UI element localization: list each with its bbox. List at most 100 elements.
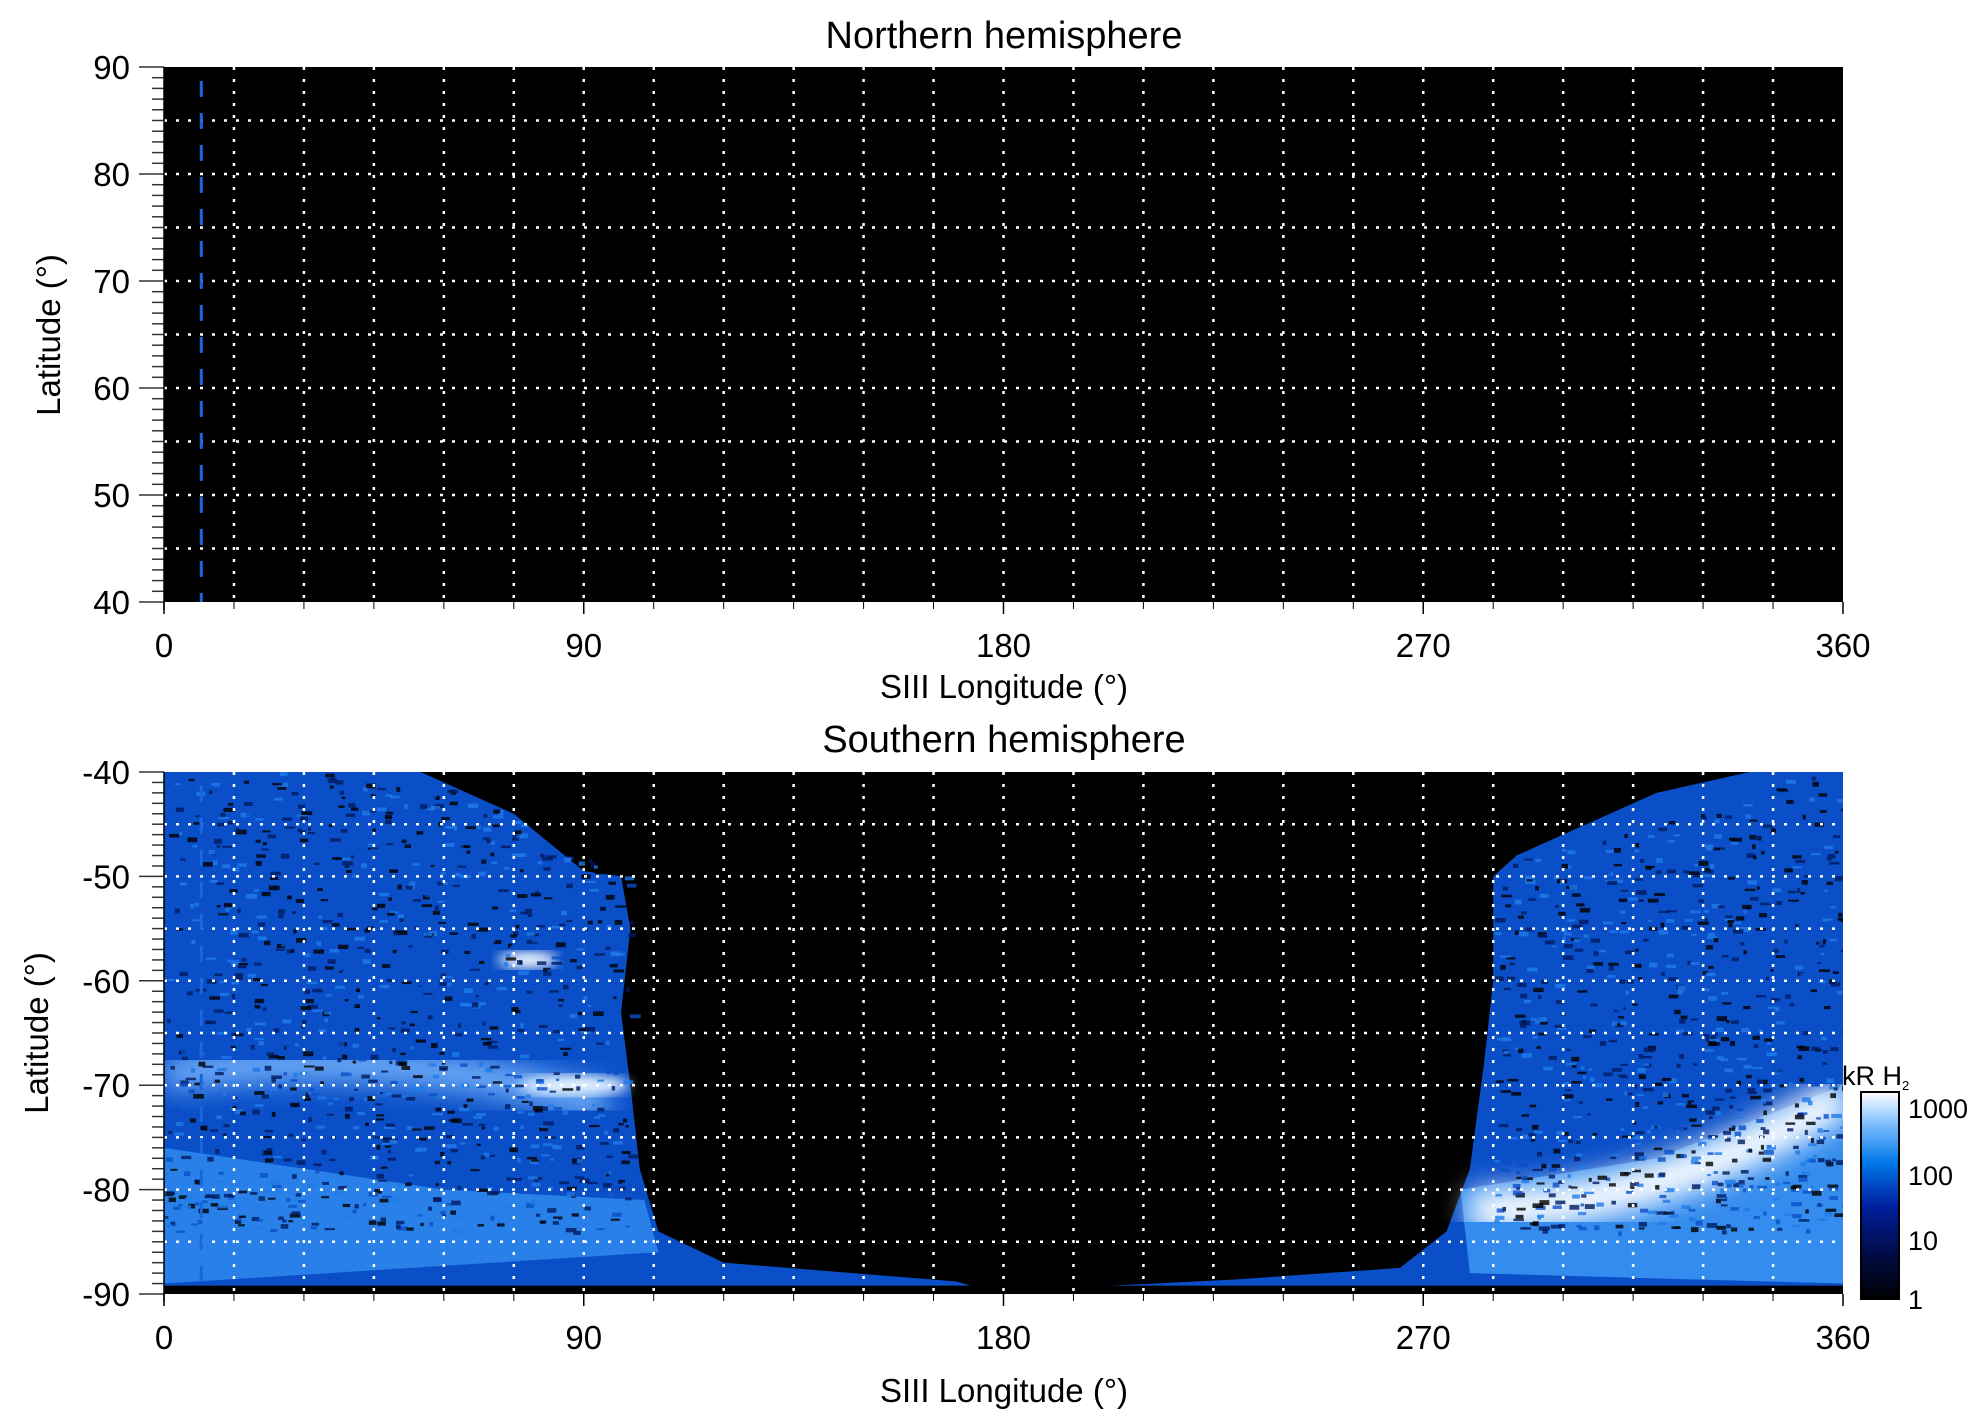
speckle xyxy=(291,791,299,796)
y-tick-label: -60 xyxy=(82,963,130,1000)
speckle xyxy=(211,782,221,787)
speckle xyxy=(1743,910,1747,914)
speckle xyxy=(1532,1203,1544,1208)
y-tick-label: 50 xyxy=(93,477,130,514)
speckle xyxy=(547,968,559,972)
speckle xyxy=(269,1181,281,1185)
speckle xyxy=(606,1174,610,1177)
speckle xyxy=(1621,1110,1629,1114)
speckle xyxy=(466,1098,474,1102)
speckle xyxy=(1495,1215,1505,1220)
speckle xyxy=(1731,1158,1738,1163)
speckle xyxy=(558,1217,562,1220)
speckle xyxy=(311,783,320,787)
speckle xyxy=(388,1027,395,1030)
speckle xyxy=(1638,1054,1644,1059)
speckle xyxy=(187,939,192,945)
speckle xyxy=(1672,1126,1683,1131)
speckle xyxy=(1723,1130,1731,1135)
speckle xyxy=(466,960,471,964)
speckle xyxy=(1784,960,1788,964)
speckle xyxy=(392,1047,396,1053)
speckle xyxy=(329,785,334,789)
speckle xyxy=(415,1039,426,1043)
speckle xyxy=(239,1215,246,1218)
speckle xyxy=(375,1118,385,1121)
speckle xyxy=(1785,779,1796,784)
speckle xyxy=(1824,889,1828,892)
speckle xyxy=(1817,848,1826,851)
speckle xyxy=(1686,914,1692,920)
speckle xyxy=(1626,1190,1634,1194)
speckle xyxy=(1695,1220,1703,1226)
speckle xyxy=(564,857,571,863)
speckle xyxy=(1837,990,1843,995)
speckle xyxy=(1731,1020,1739,1025)
speckle xyxy=(1611,902,1619,907)
speckle xyxy=(614,1125,625,1131)
speckle xyxy=(1753,855,1757,860)
speckle xyxy=(604,976,611,982)
speckle xyxy=(595,871,606,875)
speckle xyxy=(388,831,394,834)
speckle xyxy=(517,1157,521,1163)
speckle xyxy=(1807,858,1815,863)
speckle xyxy=(1543,1066,1553,1071)
speckle xyxy=(1822,1050,1830,1054)
speckle xyxy=(187,837,198,843)
speckle xyxy=(361,1074,370,1079)
speckle xyxy=(1786,799,1794,804)
speckle xyxy=(1743,804,1753,807)
speckle xyxy=(327,959,336,964)
speckle xyxy=(1756,1118,1764,1123)
speckle xyxy=(1636,1093,1644,1097)
speckle xyxy=(600,906,606,911)
speckle xyxy=(189,1118,196,1123)
speckle xyxy=(401,981,412,985)
speckle xyxy=(365,948,371,954)
speckle xyxy=(1520,1023,1527,1029)
speckle xyxy=(1689,871,1700,875)
speckle xyxy=(266,1148,273,1151)
speckle xyxy=(1705,1083,1712,1086)
speckle xyxy=(445,825,456,829)
speckle xyxy=(1568,1139,1574,1143)
x-tick-label: 90 xyxy=(565,627,602,664)
speckle xyxy=(401,807,406,811)
speckle xyxy=(1682,934,1694,940)
speckle xyxy=(377,1221,386,1226)
speckle xyxy=(1817,962,1822,965)
speckle xyxy=(1738,1125,1747,1131)
speckle xyxy=(1742,1091,1748,1095)
speckle xyxy=(1763,1149,1774,1155)
speckle xyxy=(271,1077,276,1083)
speckle xyxy=(1829,1196,1838,1200)
speckle xyxy=(483,837,490,841)
speckle xyxy=(1788,1082,1794,1085)
speckle xyxy=(488,1045,498,1049)
speckle xyxy=(333,1116,337,1120)
speckle xyxy=(543,967,551,972)
speckle xyxy=(255,839,261,843)
speckle xyxy=(1783,834,1791,838)
speckle xyxy=(370,848,380,852)
speckle xyxy=(1703,1034,1710,1038)
speckle xyxy=(1814,822,1824,827)
speckle xyxy=(1606,1177,1611,1182)
speckle xyxy=(365,1003,369,1008)
speckle xyxy=(1801,1097,1811,1103)
speckle xyxy=(1658,930,1668,935)
speckle xyxy=(173,945,179,950)
speckle xyxy=(235,973,243,977)
speckle xyxy=(511,1007,519,1012)
speckle xyxy=(1842,1030,1843,1034)
speckle xyxy=(1551,1076,1559,1081)
speckle xyxy=(1584,1204,1595,1210)
speckle xyxy=(1741,1007,1748,1012)
colorbar-tick: 100 xyxy=(1908,1161,1953,1191)
speckle xyxy=(1763,1129,1770,1135)
speckle xyxy=(1812,781,1819,787)
speckle xyxy=(246,893,258,899)
speckle xyxy=(288,920,295,924)
speckle xyxy=(346,927,358,931)
